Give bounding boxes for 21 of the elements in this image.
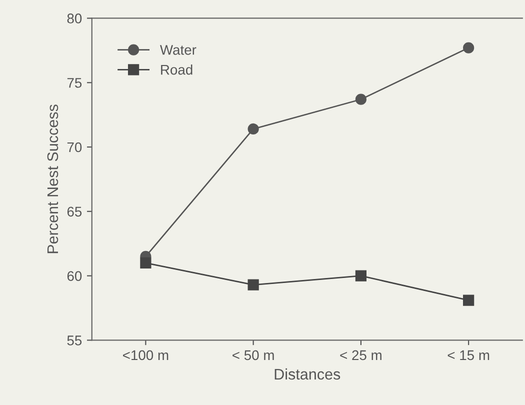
x-axis-title: Distances: [274, 368, 340, 380]
point: [355, 94, 366, 105]
x-tick-label: < 50 m: [232, 350, 274, 360]
point: [355, 270, 366, 282]
y-axis-title: Percent Nest Success: [47, 104, 58, 254]
y-tick-label: 65: [67, 206, 82, 217]
y-tick-label: 60: [67, 271, 82, 281]
point: [463, 294, 474, 306]
legend-label: Road: [161, 64, 192, 75]
point: [248, 123, 259, 135]
legend-label: Water: [160, 45, 196, 55]
point: [463, 42, 474, 54]
y-tick-label: 55: [67, 336, 82, 346]
x-tick-label: < 15 m: [448, 350, 490, 360]
y-tick-label: 70: [67, 142, 82, 152]
x-tick-label: < 25 m: [340, 350, 382, 360]
y-tick-label: 80: [67, 14, 82, 24]
y-tick-label: 75: [67, 78, 82, 88]
point: [140, 257, 152, 268]
x-tick-label: <100 m: [123, 350, 168, 360]
point: [248, 279, 259, 290]
